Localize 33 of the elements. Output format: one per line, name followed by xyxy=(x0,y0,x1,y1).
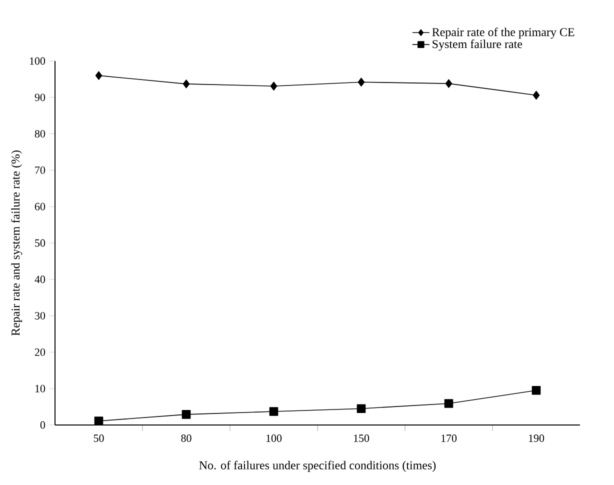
x-tick-label: 170 xyxy=(441,434,457,442)
point xyxy=(270,82,278,91)
point xyxy=(444,399,454,408)
point xyxy=(95,71,102,80)
x-tick-label: 80 xyxy=(181,434,192,442)
y-tick-label: 20 xyxy=(34,348,46,356)
point xyxy=(182,410,191,419)
x-tick-label: 100 xyxy=(266,434,282,442)
y-tick-label: 80 xyxy=(34,130,46,138)
legend-label: System failure rate xyxy=(432,40,522,51)
x-tick-label: 150 xyxy=(354,434,370,442)
y-tick-label: 70 xyxy=(35,166,46,174)
point xyxy=(269,407,278,416)
point xyxy=(94,416,104,426)
point xyxy=(445,79,452,88)
legend-label: Repair rate of the primary CE xyxy=(432,28,574,39)
y-tick-label: 10 xyxy=(35,384,46,392)
point xyxy=(182,80,190,88)
point xyxy=(532,90,540,100)
point xyxy=(532,386,541,395)
x-tick-label: 50 xyxy=(94,434,104,442)
point xyxy=(358,78,365,87)
y-tick-label: 60 xyxy=(34,202,46,210)
point xyxy=(356,404,366,414)
y-tick-label: 30 xyxy=(35,312,46,320)
y-tick-label: 0 xyxy=(40,421,46,429)
y-tick-label: 50 xyxy=(35,239,46,247)
x-axis-title: No. of failures under specified conditions (times) xyxy=(199,460,436,472)
y-tick-label: 40 xyxy=(34,276,46,284)
x-tick-label: 190 xyxy=(528,434,544,442)
y-tick-label: 90 xyxy=(34,94,46,102)
y-axis-title: Repair rate and system failure rate (%) xyxy=(11,150,22,336)
y-tick-label: 100 xyxy=(30,57,46,65)
